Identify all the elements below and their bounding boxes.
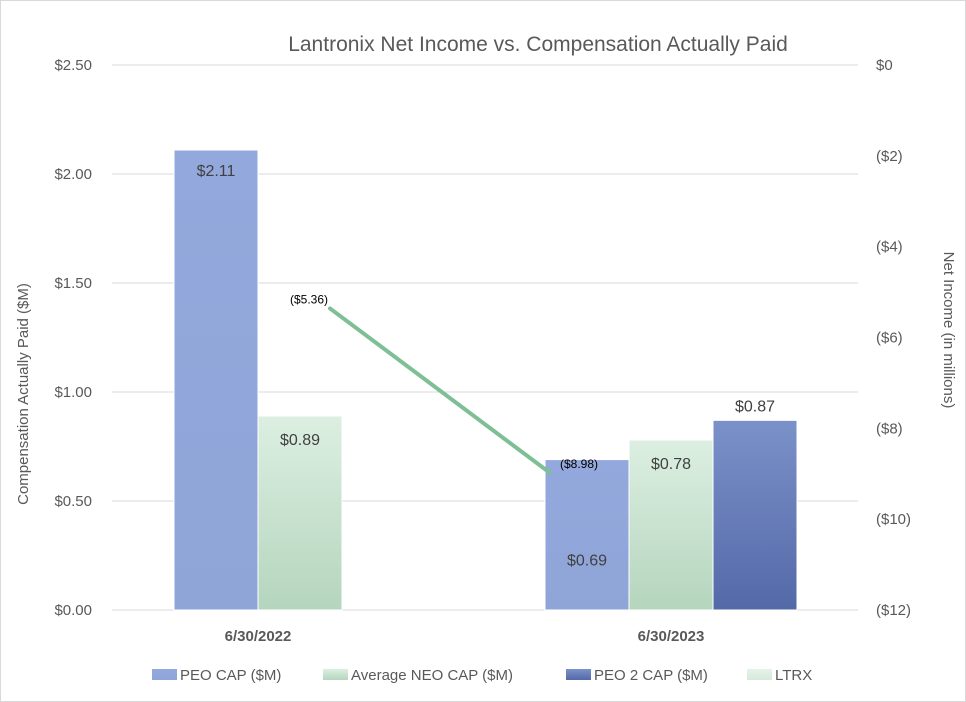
bar-average-neo-cap-m <box>628 439 714 611</box>
y2-tick-label: ($6) <box>876 330 903 347</box>
bar-data-label: $0.89 <box>280 432 320 449</box>
legend-swatch <box>323 669 348 680</box>
y2-tick-label: ($4) <box>876 239 903 256</box>
y-tick-label: $2.00 <box>54 166 92 183</box>
bar-average-neo-cap-m <box>257 415 343 611</box>
net-income-line: ($5.36) ($8.98) <box>290 292 598 475</box>
y2-tick-label: ($10) <box>876 511 911 528</box>
ltrx-line <box>328 306 552 475</box>
y2-axis-label: Net Income (in millions) <box>940 252 957 409</box>
category-label: 6/30/2022 <box>225 628 292 645</box>
y2-tick-label: $0 <box>876 57 893 74</box>
bar-data-label: $0.69 <box>567 553 607 570</box>
y-axis-label: Compensation Actually Paid ($M) <box>15 283 32 505</box>
y-tick-label: $0.00 <box>54 602 92 619</box>
y-tick-label: $1.50 <box>54 275 92 292</box>
legend-label: LTRX <box>775 667 812 684</box>
y2-tick-label: ($8) <box>876 420 903 437</box>
bar-data-label: $2.11 <box>197 163 236 180</box>
y2-tick-label: ($2) <box>876 148 903 165</box>
bar-peo-cap-m <box>544 459 630 611</box>
legend-label: PEO CAP ($M) <box>180 667 281 684</box>
category-labels: 6/30/2022 6/30/2023 <box>225 628 705 645</box>
legend-item: LTRX <box>747 667 812 684</box>
y2-tick-label: ($12) <box>876 602 911 619</box>
y-tick-label: $2.50 <box>54 57 92 74</box>
line-data-label: ($8.98) <box>560 457 598 471</box>
legend-item: PEO CAP ($M) <box>152 667 281 684</box>
legend-label: Average NEO CAP ($M) <box>351 667 513 684</box>
bar-peo-2-cap-m <box>712 419 798 611</box>
right-axis-ticks: ($12) ($10) ($8) ($6) ($4) ($2) $0 <box>876 57 911 619</box>
chart-title: Lantronix Net Income vs. Compensation Ac… <box>288 33 788 56</box>
bar-data-label: $0.87 <box>735 398 775 415</box>
legend-swatch <box>152 669 177 680</box>
category-label: 6/30/2023 <box>638 628 705 645</box>
legend-swatch <box>566 669 591 680</box>
y-tick-label: $1.00 <box>54 384 92 401</box>
legend-item: PEO 2 CAP ($M) <box>566 667 708 684</box>
y-tick-label: $0.50 <box>54 493 92 510</box>
line-data-label: ($5.36) <box>290 292 328 306</box>
legend-label: PEO 2 CAP ($M) <box>594 667 708 684</box>
data-labels: $2.11 $0.89 $0.69 $0.78 $0.87 <box>197 163 776 570</box>
legend-item: Average NEO CAP ($M) <box>323 667 513 684</box>
legend: PEO CAP ($M) Average NEO CAP ($M) PEO 2 CA… <box>152 667 812 684</box>
bar-peo-cap-m <box>173 149 259 611</box>
bar-data-label: $0.78 <box>651 456 691 473</box>
bars <box>173 149 798 611</box>
legend-swatch <box>747 669 772 680</box>
left-axis-ticks: $0.00 $0.50 $1.00 $1.50 $2.00 $2.50 <box>54 57 92 619</box>
